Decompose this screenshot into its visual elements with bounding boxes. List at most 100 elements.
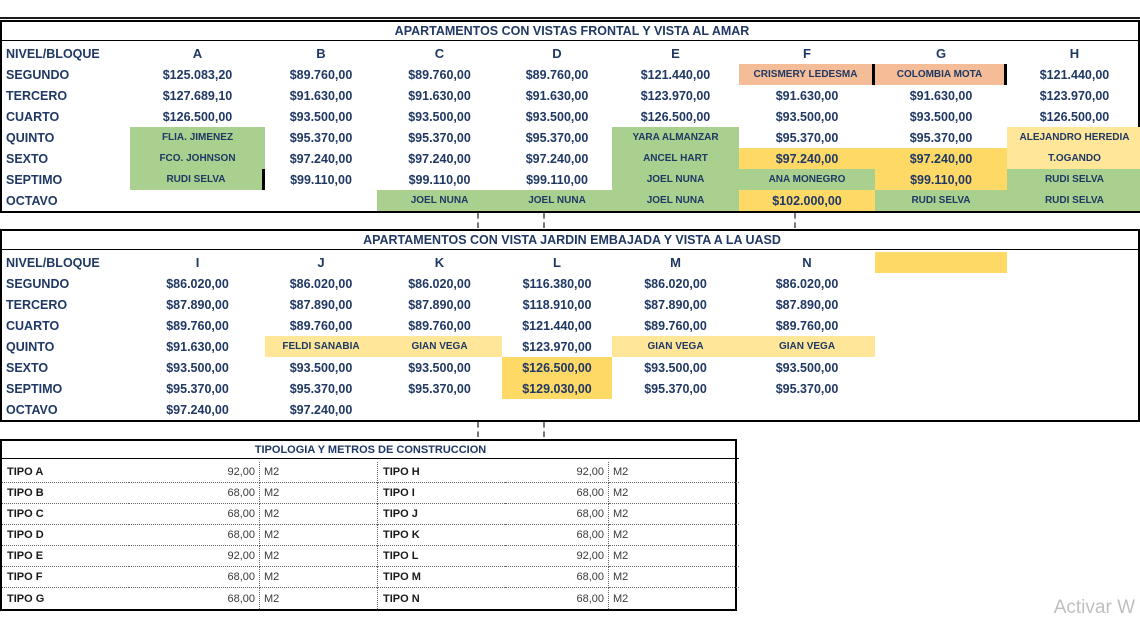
typology-unit-tipo-n: M2 xyxy=(613,592,629,605)
typology-tipo-tipo-m: TIPO M xyxy=(377,567,505,588)
typology-table: TIPOLOGIA Y METROS DE CONSTRUCCION TIPO A… xyxy=(0,439,739,611)
cell-cuarto-m: $89.760,00 xyxy=(644,318,707,333)
typology-unit-tipo-j: M2 xyxy=(609,504,739,525)
cell-segundo-b: $89.760,00 xyxy=(289,67,353,82)
typology-unit-tipo-h: M2 xyxy=(609,462,739,483)
cell-octavo-a xyxy=(130,190,265,211)
cell-tercero-c: $91.630,00 xyxy=(408,88,471,103)
cell-septimo-f: ANA MONEGRO xyxy=(739,169,875,190)
col-header-c: C xyxy=(434,46,445,61)
sea-view-title: APARTAMENTOS CON VISTAS FRONTAL Y VISTA … xyxy=(2,22,1140,41)
typology-value-tipo-d: 68,00 xyxy=(129,525,260,546)
typology-value-tipo-e: 92,00 xyxy=(129,546,260,567)
typology-tipo-tipo-l: TIPO L xyxy=(377,546,505,567)
cell-tercero-j: $87.890,00 xyxy=(289,297,353,312)
typology-value-tipo-n: 68,00 xyxy=(505,588,609,609)
page-break-dots xyxy=(543,213,545,228)
cell-octavo-f: $102.000,00 xyxy=(739,190,875,211)
cell-octavo-l xyxy=(502,399,612,420)
cell-quinto-l: $123.970,00 xyxy=(522,339,592,354)
row-label-tercero: TERCERO xyxy=(6,88,68,103)
typology-tipo-tipo-f: TIPO F xyxy=(2,567,129,588)
row-label-cuarto: CUARTO xyxy=(6,318,60,333)
cell-sexto-d: $97.240,00 xyxy=(525,151,589,166)
cell-quinto-e: YARA ALMANZAR xyxy=(612,127,739,148)
page-break-dots xyxy=(543,422,545,437)
typology-unit-tipo-c: M2 xyxy=(260,504,377,525)
row-label-octavo: OCTAVO xyxy=(6,193,58,208)
cell-cuarto-e: $126.500,00 xyxy=(640,109,711,124)
cell-segundo-l: $116.380,00 xyxy=(522,276,592,291)
cell-septimo-col7 xyxy=(875,378,1007,399)
col-header-a: A xyxy=(192,46,203,61)
cell-quinto-a: FLIA. JIMENEZ xyxy=(130,127,265,148)
garden-view-price-table: APARTAMENTOS CON VISTA JARDIN EMBAJADA Y… xyxy=(0,229,1140,422)
typology-unit-tipo-a: M2 xyxy=(260,462,377,483)
cell-sexto-g: $97.240,00 xyxy=(875,148,1007,169)
cell-septimo-c: $99.110,00 xyxy=(408,172,471,187)
cell-cuarto-n: $89.760,00 xyxy=(775,318,839,333)
cell-quinto-col8 xyxy=(1007,336,1140,357)
cell-octavo-h: RUDI SELVA xyxy=(1007,190,1140,211)
cell-septimo-d: $99.110,00 xyxy=(526,172,588,187)
cell-septimo-h: RUDI SELVA xyxy=(1007,169,1140,190)
typology-tipo-tipo-h: TIPO H xyxy=(377,462,505,483)
row-label-quinto: QUINTO xyxy=(6,130,55,145)
cell-segundo-c: $89.760,00 xyxy=(408,67,471,82)
cell-octavo-e: JOEL NUNA xyxy=(612,190,739,211)
cell-cuarto-b: $93.500,00 xyxy=(289,109,353,124)
cell-septimo-e: JOEL NUNA xyxy=(612,169,739,190)
cell-tercero-col8 xyxy=(1007,294,1140,315)
col-header-h: H xyxy=(1069,46,1080,61)
row-label-septimo: SEPTIMO xyxy=(6,172,63,187)
cell-segundo-n: $86.020,00 xyxy=(775,276,839,291)
cell-segundo-i: $86.020,00 xyxy=(166,276,229,291)
row-label-segundo: SEGUNDO xyxy=(6,67,70,82)
typology-value-tipo-i: 68,00 xyxy=(505,483,609,504)
typology-value-tipo-b: 68,00 xyxy=(129,483,260,504)
cell-cuarto-k: $89.760,00 xyxy=(408,318,471,333)
cell-septimo-a: RUDI SELVA xyxy=(130,169,265,190)
cell-octavo-col8 xyxy=(1007,399,1140,420)
row-label-sexto: SEXTO xyxy=(6,151,49,166)
col-header-l: L xyxy=(553,255,561,270)
cell-cuarto-i: $89.760,00 xyxy=(166,318,229,333)
cell-octavo-d: JOEL NUNA xyxy=(502,190,612,211)
typology-tipo-tipo-e: TIPO E xyxy=(2,546,129,567)
typology-tipo-tipo-g: TIPO G xyxy=(7,592,45,605)
typology-tipo-tipo-n: TIPO N xyxy=(377,588,505,609)
cell-septimo-col8 xyxy=(1007,378,1140,399)
cell-octavo-g: RUDI SELVA xyxy=(875,190,1007,211)
typology-tipo-tipo-b: TIPO B xyxy=(2,483,129,504)
cell-sexto-b: $97.240,00 xyxy=(289,151,353,166)
sea-view-header-nivel-bloque: NIVEL/BLOQUE xyxy=(6,46,100,61)
col-header-g: G xyxy=(935,46,947,61)
cell-sexto-i: $93.500,00 xyxy=(166,360,229,375)
cell-quinto-k: GIAN VEGA xyxy=(377,336,502,357)
cell-cuarto-a: $126.500,00 xyxy=(162,109,233,124)
cell-tercero-k: $87.890,00 xyxy=(408,297,471,312)
col-header-blank-7 xyxy=(875,252,1007,273)
cell-tercero-m: $87.890,00 xyxy=(644,297,707,312)
cell-segundo-d: $89.760,00 xyxy=(525,67,589,82)
typology-tipo-tipo-a: TIPO A xyxy=(2,462,129,483)
cell-sexto-col7 xyxy=(875,357,1007,378)
cell-segundo-g: COLOMBIA MOTA xyxy=(875,64,1007,85)
cell-sexto-m: $93.500,00 xyxy=(644,360,707,375)
cell-septimo-j: $95.370,00 xyxy=(289,381,353,396)
typology-unit-tipo-k: M2 xyxy=(609,525,739,546)
typology-tipo-tipo-c: TIPO C xyxy=(2,504,129,525)
cell-segundo-e: $121.440,00 xyxy=(640,67,711,82)
page-break-dots xyxy=(477,213,479,228)
row-label-octavo: OCTAVO xyxy=(6,402,58,417)
cell-octavo-col7 xyxy=(875,399,1007,420)
cell-sexto-l: $126.500,00 xyxy=(502,357,612,378)
row-label-tercero: TERCERO xyxy=(6,297,68,312)
cell-segundo-j: $86.020,00 xyxy=(289,276,353,291)
cell-cuarto-l: $121.440,00 xyxy=(522,318,592,333)
cell-septimo-i: $95.370,00 xyxy=(166,381,229,396)
cell-segundo-k: $86.020,00 xyxy=(408,276,471,291)
cell-octavo-n xyxy=(739,399,875,420)
cell-sexto-f: $97.240,00 xyxy=(739,148,875,169)
